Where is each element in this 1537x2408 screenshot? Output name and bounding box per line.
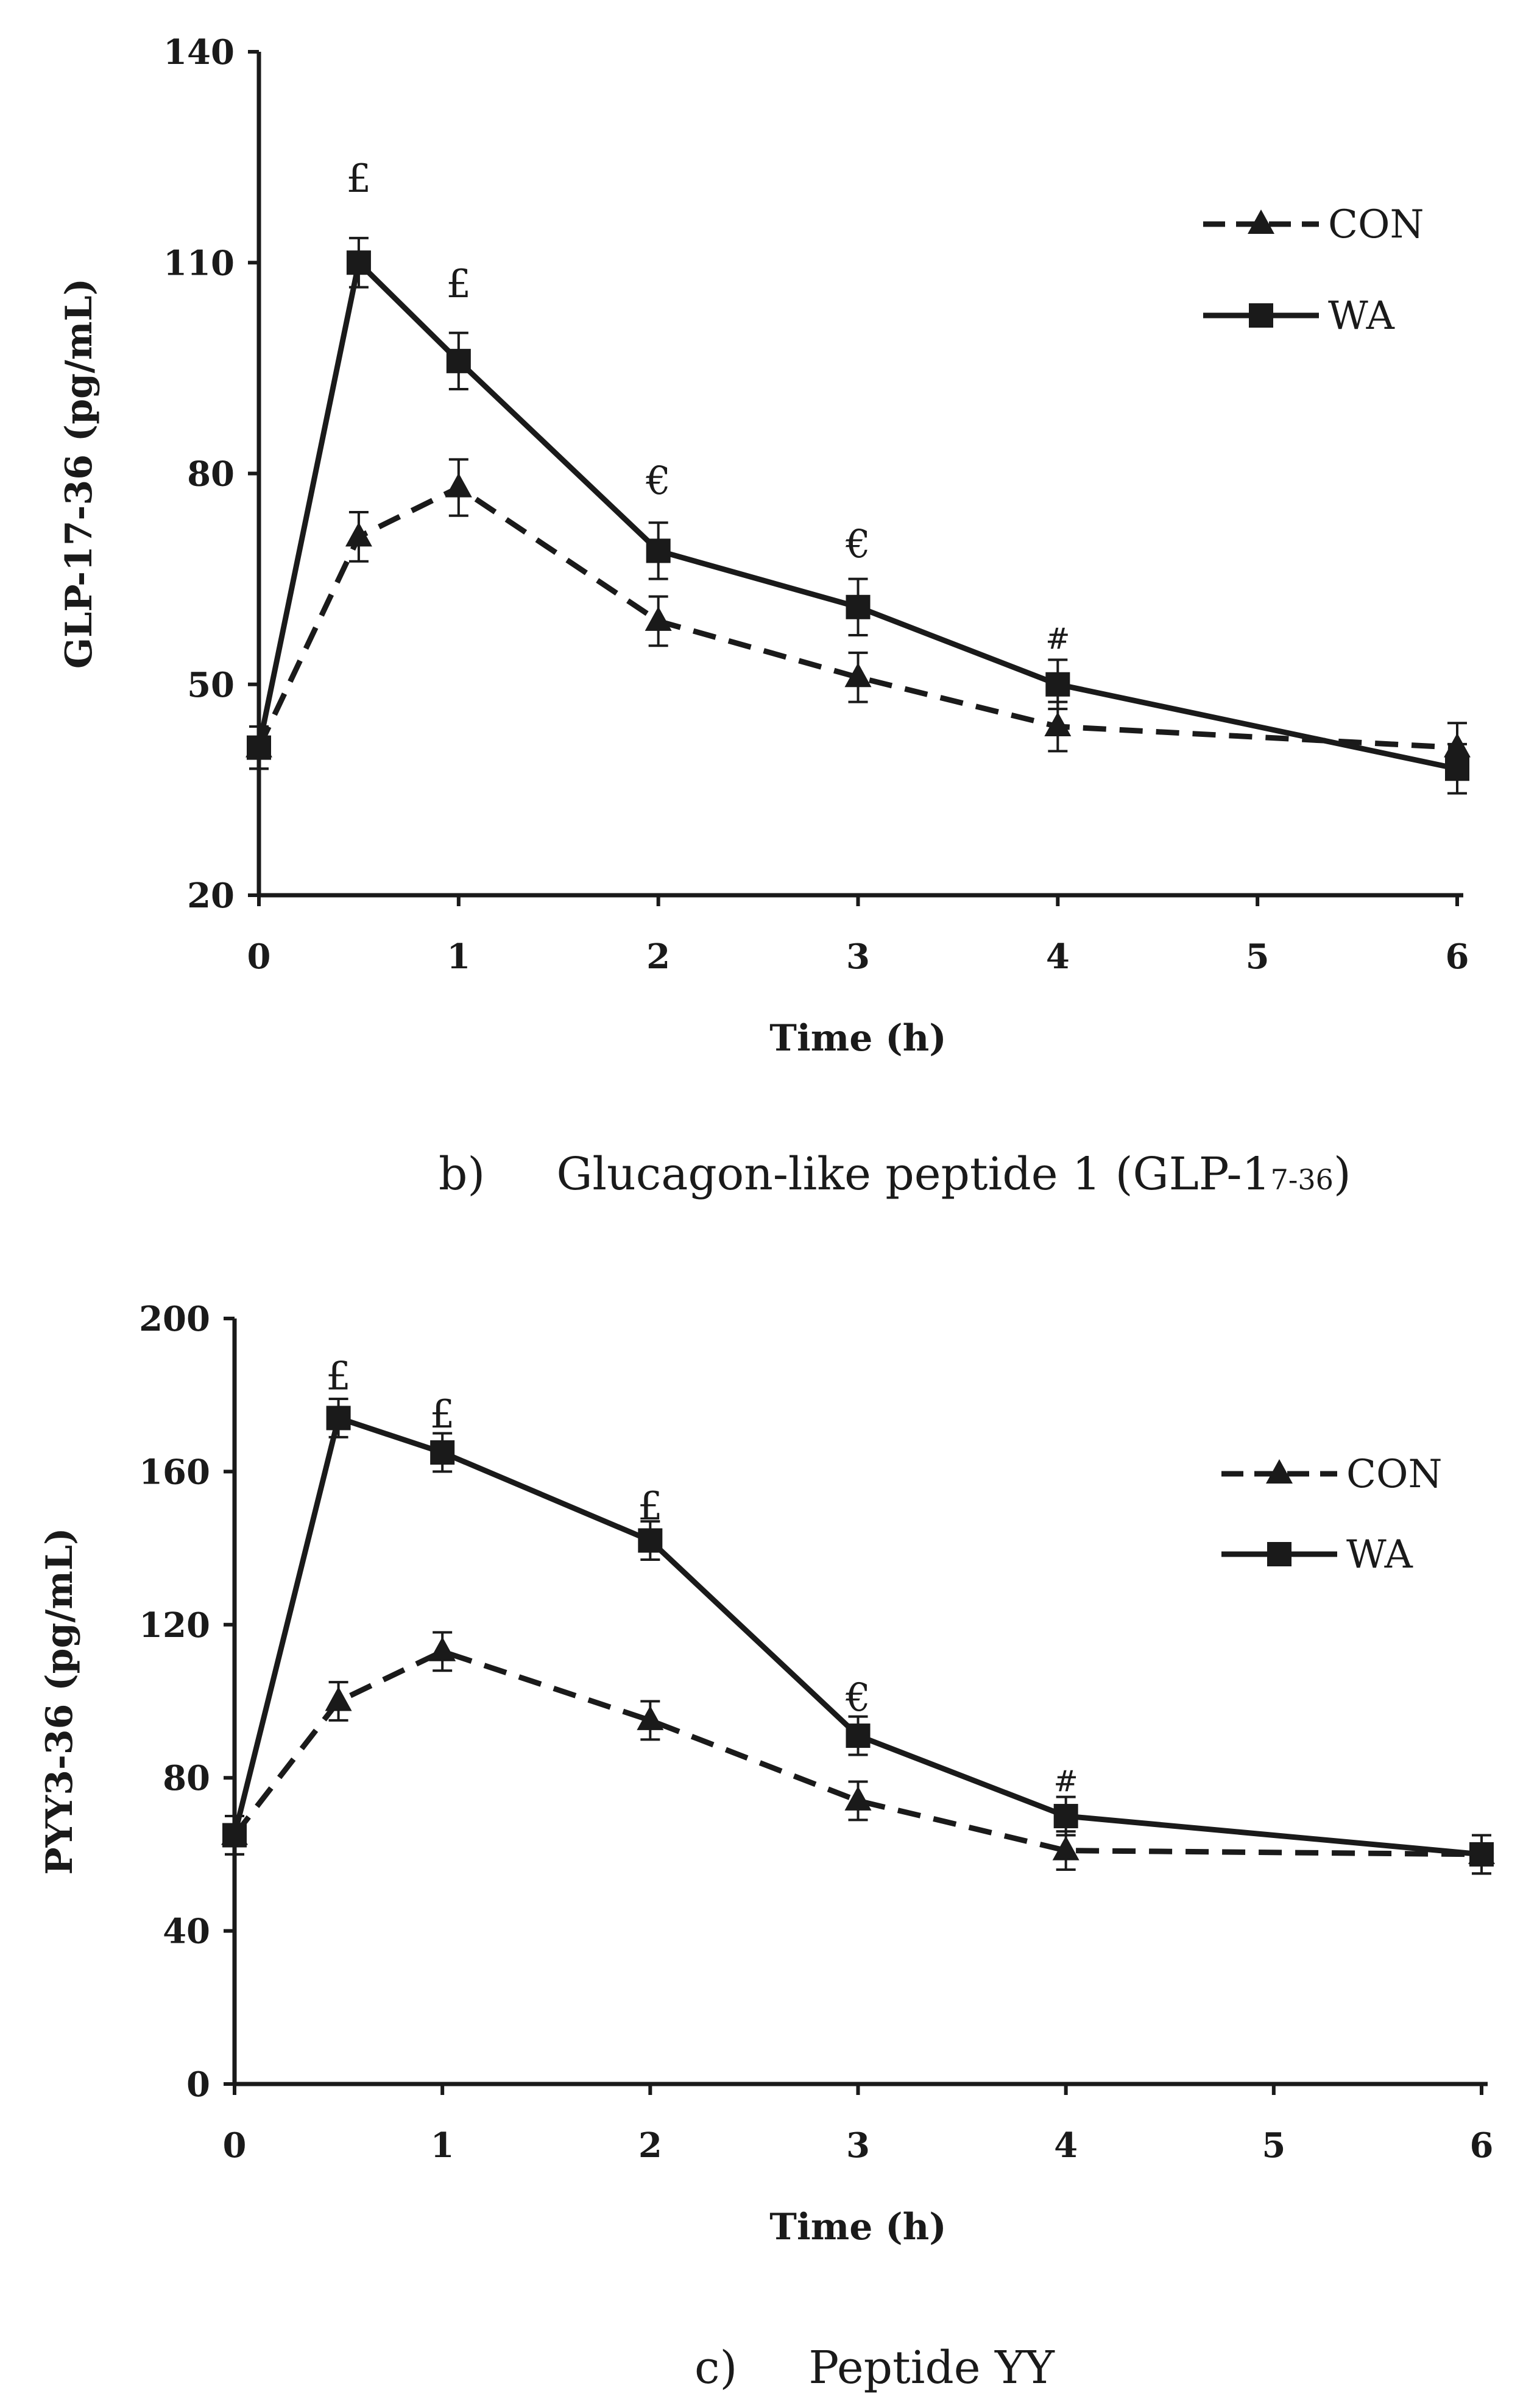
data-point-wa [326,1406,351,1431]
legend-marker-wa [1267,1542,1291,1566]
data-point-con [1052,1836,1079,1861]
significance-marker: £ [430,1392,455,1437]
y-axis-label: PYY3-36 (pg/mL) [38,1527,81,1875]
x-tick-label: 4 [1046,937,1070,977]
x-tick-label: 6 [1470,2125,1494,2166]
data-point-wa [846,1723,871,1748]
glp1-caption-sub: 7-36 [1270,1163,1334,1196]
data-point-con [645,606,672,631]
significance-marker: # [1045,622,1070,656]
y-tick-label: 50 [187,665,235,705]
data-point-wa [1053,1804,1078,1829]
x-tick-label: 0 [247,937,271,977]
legend-marker-con [1266,1459,1293,1484]
data-point-wa [222,1823,247,1848]
pyy-caption: c) Peptide YY [694,2342,1055,2394]
data-point-con [637,1705,664,1730]
legend-label-con: CON [1346,1452,1442,1497]
y-tick-label: 120 [139,1605,210,1646]
legend-marker-con [1248,209,1274,234]
pyy-caption-text: Peptide YY [808,2342,1055,2394]
x-axis-label: Time (h) [769,2206,946,2248]
x-tick-label: 3 [846,937,870,977]
data-point-con [1044,712,1072,736]
glp1-caption-text: Glucagon-like peptide 1 (GLP-1 [556,1148,1271,1200]
x-tick-label: 1 [447,937,470,977]
data-point-wa [346,250,371,275]
significance-marker: € [845,522,871,567]
significance-marker: £ [347,157,372,202]
significance-marker: € [845,1675,871,1720]
data-point-wa [846,594,871,619]
pyy-caption-label: c) [694,2342,738,2394]
x-tick-label: 6 [1446,937,1469,977]
data-point-con [844,663,872,688]
x-tick-label: 3 [846,2125,870,2166]
data-point-con [429,1636,456,1661]
x-tick-label: 5 [1246,937,1270,977]
significance-marker: £ [446,262,471,307]
data-point-wa [638,1528,663,1553]
significance-marker: # [1054,1764,1078,1798]
x-tick-label: 5 [1262,2125,1285,2166]
x-axis-label: Time (h) [769,1017,946,1060]
significance-marker: £ [638,1484,663,1529]
y-tick-label: 160 [139,1452,210,1492]
significance-marker: £ [326,1354,351,1399]
y-tick-label: 0 [186,2065,210,2105]
legend-marker-wa [1249,303,1273,328]
glp1-chart: 20 50 80 110 140 0 1 2 3 4 5 6 Time (h) GLP-17-36 (pg… [58,32,1471,1060]
y-tick-label: 140 [163,32,235,72]
glp1-caption-close: ) [1333,1148,1351,1200]
legend-label-wa: WA [1328,294,1395,339]
data-point-wa [446,348,471,373]
x-tick-label: 0 [223,2125,247,2166]
glp1-caption: b) Glucagon-like peptide 1 (GLP-17-36) [439,1148,1351,1200]
y-tick-label: 20 [187,876,235,916]
data-point-wa [646,538,671,563]
data-point-wa [1045,672,1070,697]
significance-marker: € [645,459,671,504]
y-tick-label: 200 [139,1299,210,1339]
data-point-con [445,473,472,498]
y-tick-label: 80 [163,1758,210,1798]
data-point-con [325,1686,352,1711]
y-tick-label: 110 [163,243,235,283]
data-point-wa [1469,1842,1494,1867]
x-tick-label: 2 [646,937,670,977]
legend-label-wa: WA [1346,1532,1413,1577]
glp1-caption-label: b) [439,1148,486,1200]
y-tick-label: 80 [187,454,235,495]
x-tick-label: 1 [431,2125,454,2166]
data-point-wa [1445,756,1469,781]
y-tick-label: 40 [163,1912,210,1952]
legend-label-con: CON [1328,202,1424,247]
data-point-wa [430,1440,455,1465]
data-point-con [844,1786,872,1811]
data-point-con [345,522,372,547]
pyy-chart: 0 40 80 120 160 200 0 1 2 3 4 5 6 Time (h) PYY3-36 (pg… [38,1299,1495,2248]
x-tick-label: 2 [638,2125,662,2166]
x-tick-label: 4 [1054,2125,1078,2166]
y-axis-label: GLP-17-36 (pg/mL) [58,278,101,669]
data-point-wa [247,735,271,760]
